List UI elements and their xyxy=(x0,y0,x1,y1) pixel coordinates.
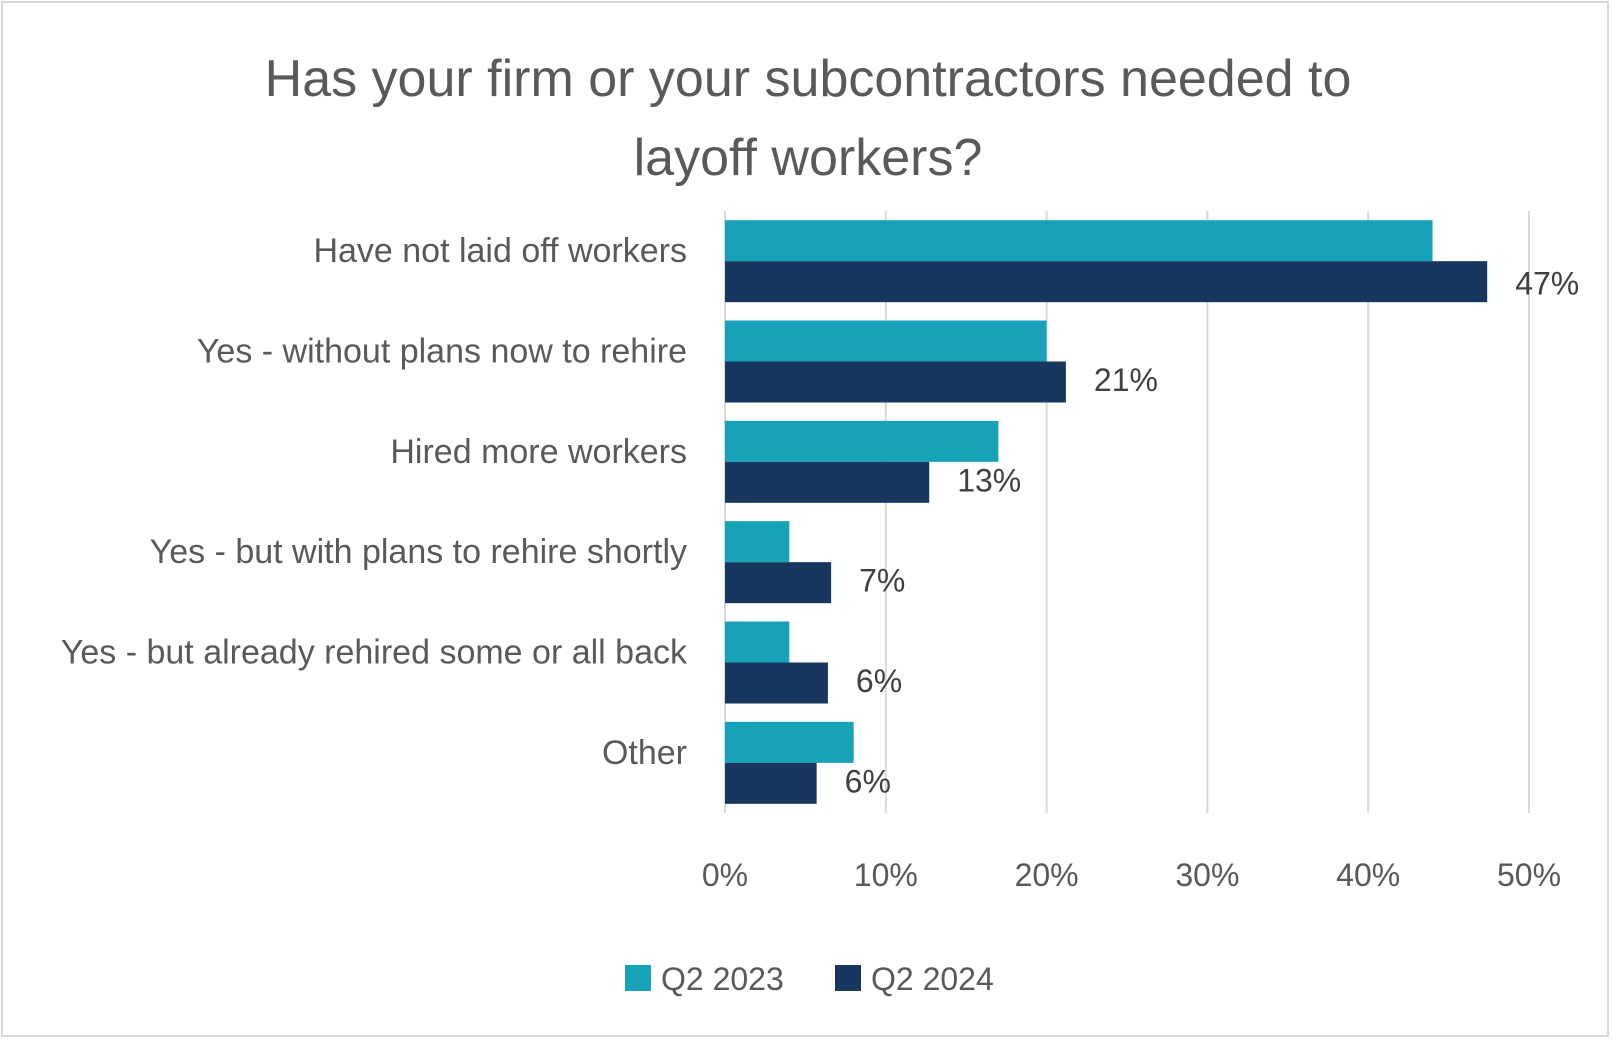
legend-label: Q2 2023 xyxy=(661,961,784,997)
bar-q2-2024 xyxy=(725,562,832,604)
bar-q2-2023 xyxy=(725,220,1433,262)
legend: Q2 2023 Q2 2024 xyxy=(625,961,994,997)
chart-title-line-2: layoff workers? xyxy=(634,129,983,187)
legend-label: Q2 2024 xyxy=(871,961,994,997)
category-label: Have not laid off workers xyxy=(313,232,687,270)
legend-swatch xyxy=(625,965,651,991)
x-tick-label: 10% xyxy=(854,857,918,893)
chart-title-line-1: Has your firm or your subcontractors nee… xyxy=(265,50,1352,108)
x-tick-label: 40% xyxy=(1336,857,1400,893)
category-label: Yes - but with plans to rehire shortly xyxy=(150,533,687,571)
bar-q2-2024 xyxy=(725,261,1488,303)
gridlines xyxy=(724,211,1530,813)
bar-q2-2023 xyxy=(725,721,854,763)
x-tick-label: 20% xyxy=(1015,857,1079,893)
category-label: Yes - without plans now to rehire xyxy=(197,333,687,371)
bar-q2-2023 xyxy=(725,521,790,563)
category-label: Other xyxy=(602,734,687,772)
bar-q2-2023 xyxy=(725,621,790,663)
x-axis-tick-labels: 0% 10% 20% 30% 40% 50% xyxy=(702,857,1561,893)
data-label: 21% xyxy=(1094,362,1158,398)
data-label: 7% xyxy=(859,563,905,599)
x-tick-label: 30% xyxy=(1175,857,1239,893)
bar-q2-2024 xyxy=(725,361,1066,403)
category-label: Yes - but already rehired some or all ba… xyxy=(61,634,688,672)
bar-q2-2023 xyxy=(725,420,999,462)
x-tick-label: 0% xyxy=(702,857,748,893)
data-label: 6% xyxy=(845,763,891,799)
data-labels: 47% 21% 13% 7% 6% 6% xyxy=(845,266,1580,800)
chart: Has your firm or your subcontractors nee… xyxy=(61,50,1580,997)
data-label: 47% xyxy=(1515,266,1579,302)
data-label: 6% xyxy=(856,663,902,699)
category-labels: Have not laid off workers Yes - without p… xyxy=(61,232,688,772)
bar-q2-2024 xyxy=(725,762,817,804)
x-tick-label: 50% xyxy=(1497,857,1561,893)
bar-q2-2024 xyxy=(725,662,828,704)
bars xyxy=(725,220,1488,804)
bar-q2-2024 xyxy=(725,461,930,503)
bar-q2-2023 xyxy=(725,320,1047,362)
legend-swatch xyxy=(835,965,861,991)
chart-title: Has your firm or your subcontractors nee… xyxy=(265,50,1352,187)
category-label: Hired more workers xyxy=(390,433,687,471)
data-label: 13% xyxy=(957,462,1021,498)
